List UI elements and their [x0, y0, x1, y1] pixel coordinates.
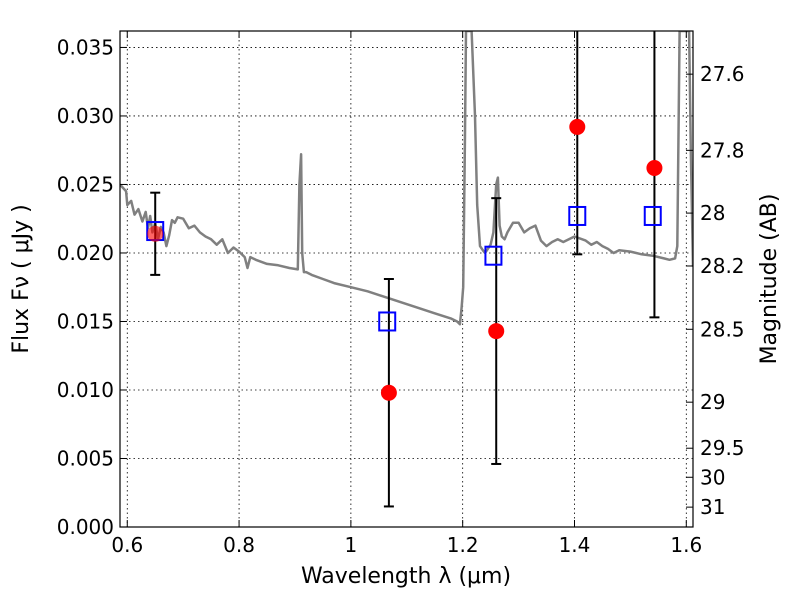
mag-tick-label: 29.5	[700, 436, 745, 460]
y-axis-label: Flux Fν ( μJy )	[9, 204, 34, 353]
errorbar-layer	[150, 31, 660, 508]
x-tick-label: 1.2	[447, 533, 479, 557]
mag-tick-label: 29	[700, 390, 725, 414]
marker-layer	[146, 118, 663, 401]
x-tick-label: 1.6	[670, 533, 702, 557]
observed-point	[569, 118, 586, 135]
observed-point	[646, 160, 663, 177]
y-tick-label: 0.035	[57, 35, 114, 59]
mag-tick-label: 27.6	[700, 62, 745, 86]
model-band-square	[643, 205, 662, 226]
mag-tick-label: 28.5	[700, 317, 745, 341]
model-band-square	[378, 311, 397, 332]
plot-frame	[119, 30, 694, 528]
y-tick-label: 0.000	[57, 515, 114, 539]
y-axis-right-label: Magnitude (AB)	[757, 194, 782, 365]
mag-tick-label: 28.2	[700, 254, 745, 278]
y-tick-label: 0.030	[57, 104, 114, 128]
y-tick-label: 0.015	[57, 309, 114, 333]
x-tick-label: 0.8	[223, 533, 255, 557]
mag-tick-label: 28	[700, 201, 725, 225]
model-sed-line	[120, 31, 693, 326]
model-band-square	[484, 245, 503, 266]
grid-layer	[120, 31, 693, 528]
y-tick-label: 0.020	[57, 241, 114, 265]
y-tick-label: 0.005	[57, 446, 114, 470]
observed-point	[147, 225, 164, 242]
observed-point	[488, 323, 505, 340]
tick-layer: 0.6 0.8 1 1.2 1.4 1.6 0.000 0.005 0.010 0.015 0.02…	[57, 31, 745, 557]
x-tick-label: 0.6	[111, 533, 143, 557]
y-tick-label: 0.025	[57, 172, 114, 196]
y-tick-label: 0.010	[57, 378, 114, 402]
model-band-square	[568, 205, 587, 226]
mag-tick-label: 31	[700, 495, 725, 519]
x-axis-label: Wavelength λ (μm)	[301, 564, 511, 589]
mag-tick-label: 30	[700, 465, 725, 489]
series-layer	[120, 31, 693, 326]
mag-tick-label: 27.8	[700, 138, 745, 162]
x-tick-label: 1.4	[559, 533, 591, 557]
x-tick-label: 1	[345, 533, 358, 557]
observed-point	[380, 384, 397, 401]
